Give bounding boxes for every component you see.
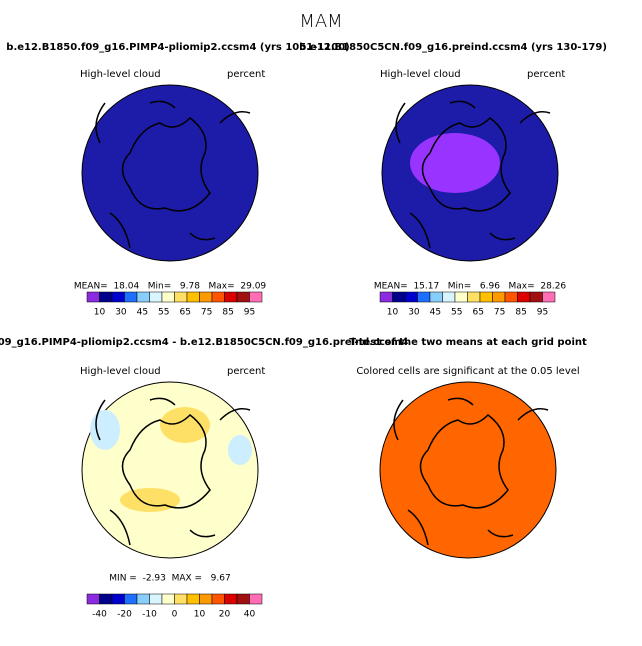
field-stats: MIN = -2.93 MAX = 9.67 — [109, 574, 230, 584]
colorbar-swatch — [236, 593, 250, 605]
colorbar-swatch — [124, 291, 138, 303]
colorbar-swatch — [404, 291, 418, 303]
map-disc — [81, 84, 259, 262]
units-label: percent — [227, 366, 265, 377]
colorbar-label: 85 — [222, 308, 233, 318]
colorbar-label: 0 — [172, 610, 178, 620]
units-label: percent — [527, 69, 565, 80]
colorbar-swatch — [211, 593, 225, 605]
map-disc — [81, 381, 259, 559]
map — [379, 381, 557, 559]
colorbar-label: 55 — [158, 308, 169, 318]
colorbar-swatch — [136, 291, 150, 303]
map — [81, 84, 259, 262]
colorbar-swatch — [236, 291, 250, 303]
colorbar-swatch — [379, 291, 393, 303]
map-disc — [379, 381, 557, 559]
yellow-region — [120, 488, 180, 512]
yellow-region — [160, 407, 210, 443]
figure-title: MAM — [299, 11, 342, 32]
colorbar-swatch — [442, 291, 456, 303]
colorbar-swatch — [542, 291, 556, 303]
colorbar-swatch — [161, 593, 175, 605]
colorbar-swatch — [429, 291, 443, 303]
colorbar-swatch — [224, 593, 238, 605]
colorbar-label: -10 — [142, 610, 157, 620]
colorbar-label: 20 — [219, 610, 231, 620]
colorbar-swatch — [136, 593, 150, 605]
colorbar-swatch — [174, 291, 188, 303]
field-stats: MEAN= 18.04 Min= 9.78 Max= 29.09 — [74, 282, 267, 292]
colorbar-swatch — [111, 593, 125, 605]
blue-region — [90, 410, 120, 450]
colorbar-swatch — [86, 291, 100, 303]
colorbar-swatch — [467, 291, 481, 303]
colorbar-label: 45 — [430, 308, 441, 318]
colorbar-swatch — [492, 291, 506, 303]
colorbar-label: 55 — [451, 308, 462, 318]
colorbar-swatch — [174, 593, 188, 605]
colorbar-swatch — [249, 593, 263, 605]
colorbar-swatch — [517, 291, 531, 303]
colorbar-label: -20 — [117, 610, 132, 620]
colorbar-swatch — [86, 593, 100, 605]
colorbar-swatch — [99, 291, 113, 303]
colorbar-label: 30 — [115, 308, 127, 318]
colorbar-label: 65 — [179, 308, 190, 318]
coastline — [395, 100, 551, 249]
panel-title: b.e12.B1850.f09_g16.PIMP4-pliomip2.ccsm4… — [6, 42, 349, 53]
colorbar-swatch — [186, 593, 200, 605]
colorbar-label: 75 — [494, 308, 505, 318]
colorbar-swatch — [186, 291, 200, 303]
coastline — [95, 100, 251, 249]
colorbar-label: 10 — [194, 610, 206, 620]
map — [81, 381, 259, 559]
colorbar-swatch — [149, 593, 163, 605]
panel-title: T-test of the two means at each grid poi… — [349, 337, 587, 348]
colorbar-label: 75 — [201, 308, 212, 318]
colorbar-swatch — [417, 291, 431, 303]
colorbar-swatch — [99, 593, 113, 605]
colorbar-swatch — [249, 291, 263, 303]
units-label: percent — [227, 69, 265, 80]
colorbar-swatch — [111, 291, 125, 303]
colorbar-swatch — [124, 593, 138, 605]
field-stats: MEAN= 15.17 Min= 6.96 Max= 28.26 — [374, 282, 567, 292]
colorbar-swatch — [199, 593, 213, 605]
colorbar-swatch — [529, 291, 543, 303]
colorbar-swatch — [199, 291, 213, 303]
colorbar-label: 45 — [137, 308, 148, 318]
blue-region — [228, 435, 252, 465]
variable-label: High-level cloud — [80, 69, 161, 80]
panel-title: b.e12.B1850C5CN.f09_g16.preind.ccsm4 (yr… — [299, 42, 607, 53]
colorbar-swatch — [161, 291, 175, 303]
colorbar-label: 95 — [244, 308, 255, 318]
map — [381, 84, 559, 262]
colorbar-label: 95 — [537, 308, 548, 318]
colorbar-swatch — [454, 291, 468, 303]
colorbar-label: 10 — [94, 308, 106, 318]
colorbar-label: 30 — [408, 308, 420, 318]
variable-label: High-level cloud — [380, 69, 461, 80]
colorbar-label: 85 — [515, 308, 526, 318]
colorbar-swatch — [149, 291, 163, 303]
colorbar-label: -40 — [92, 610, 107, 620]
colorbar-swatch — [224, 291, 238, 303]
colorbar-swatch — [211, 291, 225, 303]
variable-label: High-level cloud — [80, 366, 161, 377]
colorbar-swatch — [479, 291, 493, 303]
colorbar-label: 40 — [244, 610, 256, 620]
colorbar-label: 10 — [387, 308, 399, 318]
colorbar-swatch — [504, 291, 518, 303]
coastline — [95, 397, 251, 546]
coastline — [393, 397, 549, 546]
colorbar-swatch — [392, 291, 406, 303]
panel-title: 1850.f09_g16.PIMP4-pliomip2.ccsm4 - b.e1… — [0, 337, 408, 348]
significance-label: Colored cells are significant at the 0.0… — [356, 366, 579, 377]
colorbar-label: 65 — [472, 308, 483, 318]
